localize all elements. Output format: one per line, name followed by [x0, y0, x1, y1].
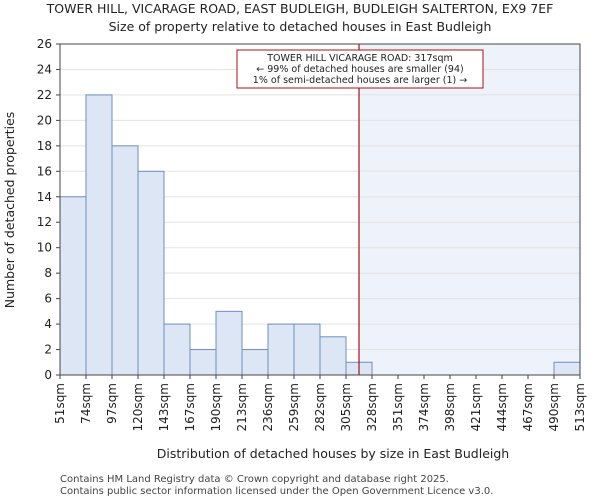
chart-title: TOWER HILL, VICARAGE ROAD, EAST BUDLEIGH…	[46, 1, 554, 16]
y-tick-label: 20	[37, 113, 52, 127]
histogram-bar	[137, 170, 165, 376]
histogram-bar	[215, 310, 243, 376]
x-tick-label: 398sqm	[443, 383, 457, 431]
x-tick-label: 51sqm	[53, 383, 67, 424]
x-tick-label: 213sqm	[235, 383, 249, 431]
x-tick-label: 421sqm	[469, 383, 483, 431]
x-tick-label: 328sqm	[365, 383, 379, 431]
x-tick-label: 305sqm	[339, 383, 353, 431]
x-tick-label: 190sqm	[209, 383, 223, 431]
y-tick-label: 26	[37, 37, 52, 51]
annotation-line-3: 1% of semi-detached houses are larger (1…	[253, 75, 467, 86]
footer-line-1: Contains HM Land Registry data © Crown c…	[60, 474, 449, 485]
x-axis-label: Distribution of detached houses by size …	[157, 446, 509, 461]
y-tick-label: 14	[37, 190, 52, 204]
histogram-bar	[241, 349, 269, 376]
annotation-line-1: TOWER HILL VICARAGE ROAD: 317sqm	[266, 53, 453, 64]
x-tick-label: 120sqm	[131, 383, 145, 431]
histogram-bar	[163, 323, 191, 376]
x-tick-label: 167sqm	[183, 383, 197, 431]
y-tick-label: 4	[44, 317, 52, 331]
y-tick-label: 6	[44, 292, 52, 306]
histogram-bar	[111, 145, 139, 376]
x-tick-label: 490sqm	[547, 383, 561, 431]
x-tick-label: 259sqm	[287, 383, 301, 431]
y-tick-label: 18	[37, 139, 52, 153]
x-tick-label: 143sqm	[157, 383, 171, 431]
histogram-bar	[293, 323, 321, 376]
x-tick-label: 236sqm	[261, 383, 275, 431]
histogram-bar	[85, 94, 113, 376]
y-tick-label: 8	[44, 266, 52, 280]
histogram-bar	[553, 361, 581, 376]
bars	[59, 94, 581, 376]
x-tick-label: 467sqm	[521, 383, 535, 431]
histogram-bar	[59, 196, 87, 376]
x-tick-label: 97sqm	[105, 383, 119, 424]
x-tick-label: 374sqm	[417, 383, 431, 431]
y-tick-label: 16	[37, 164, 52, 178]
x-tick-label: 444sqm	[495, 383, 509, 431]
y-axis-label: Number of detached properties	[2, 112, 17, 309]
above-property-shade	[359, 44, 580, 375]
y-tick-label: 12	[37, 215, 52, 229]
footer-line-2: Contains public sector information licen…	[60, 486, 493, 497]
x-tick-label: 351sqm	[391, 383, 405, 431]
y-tick-label: 2	[44, 343, 52, 357]
y-tick-label: 22	[37, 88, 52, 102]
x-tick-label: 282sqm	[313, 383, 327, 431]
x-axis-ticks: 51sqm 74sqm 97sqm 120sqm 143sqm 167sqm 190sqm 2…	[53, 375, 587, 431]
annotation-frame	[236, 49, 484, 89]
histogram-bar	[189, 349, 217, 376]
x-tick-label: 513sqm	[573, 383, 587, 431]
y-tick-label: 24	[37, 62, 52, 76]
annotation-line-2: ← 99% of detached houses are smaller (94…	[256, 64, 463, 75]
histogram-bar	[319, 336, 347, 376]
chart-subtitle: Size of property relative to detached ho…	[109, 19, 492, 34]
histogram-bar	[267, 323, 295, 376]
y-tick-label: 10	[37, 241, 52, 255]
x-tick-label: 74sqm	[79, 383, 93, 424]
y-tick-label: 0	[44, 368, 52, 382]
annotation-box: TOWER HILL VICARAGE ROAD: 317sqm ← 99% o…	[236, 49, 484, 89]
